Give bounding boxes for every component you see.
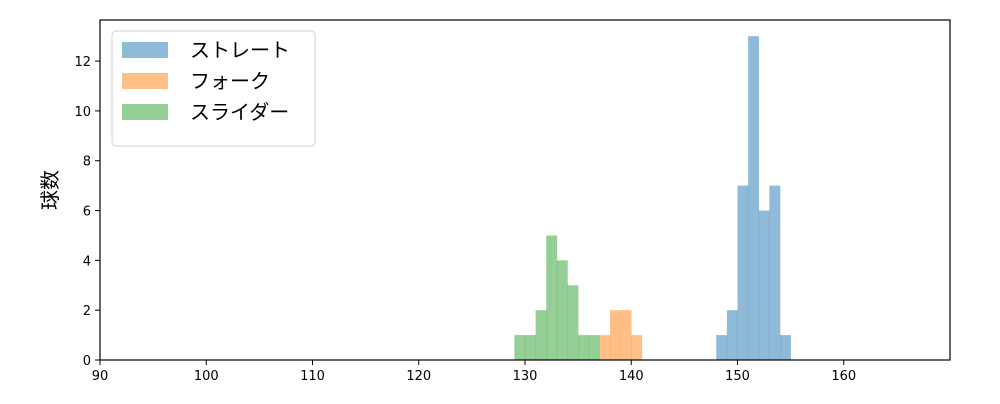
legend-swatch	[122, 104, 168, 120]
histogram-bar	[748, 36, 760, 360]
y-tick-label: 10	[74, 105, 91, 120]
y-axis-label: 球数	[38, 170, 62, 210]
histogram-bar	[588, 335, 600, 360]
histogram-bar	[578, 335, 590, 360]
histogram-bar	[514, 335, 526, 360]
histogram-bar	[726, 310, 738, 360]
histogram-bar	[780, 335, 791, 360]
y-tick-label: 4	[83, 254, 91, 269]
x-tick-label: 140	[619, 369, 644, 384]
y-tick-label: 6	[83, 205, 91, 220]
x-tick-label: 90	[92, 369, 109, 384]
legend-label: フォーク	[190, 69, 270, 93]
y-tick-label: 12	[74, 55, 91, 70]
histogram-bar	[546, 235, 558, 360]
x-tick-label: 110	[300, 369, 325, 384]
legend-label: ストレート	[190, 38, 290, 62]
histogram-bar	[525, 335, 536, 360]
histogram-bar	[556, 260, 568, 360]
y-tick-label: 2	[83, 304, 91, 319]
x-tick-label: 130	[513, 369, 538, 384]
histogram-bar	[716, 335, 728, 360]
histogram-bar	[737, 185, 749, 360]
legend-swatch	[122, 42, 168, 58]
histogram-bar	[535, 310, 547, 360]
y-tick-label: 8	[83, 155, 91, 170]
legend-label: スライダー	[190, 100, 289, 124]
histogram-bar	[620, 310, 632, 360]
x-tick-label: 100	[194, 369, 219, 384]
x-tick-label: 120	[406, 369, 431, 384]
histogram-bar	[758, 210, 770, 360]
histogram-bar	[631, 335, 643, 360]
histogram-bar	[567, 285, 579, 360]
legend-swatch	[122, 73, 168, 89]
y-tick-label: 0	[83, 354, 91, 369]
histogram-bar	[599, 335, 611, 360]
histogram-bar	[610, 310, 621, 360]
x-tick-label: 150	[725, 369, 750, 384]
x-tick-label: 160	[831, 369, 856, 384]
histogram-bar	[769, 185, 781, 360]
